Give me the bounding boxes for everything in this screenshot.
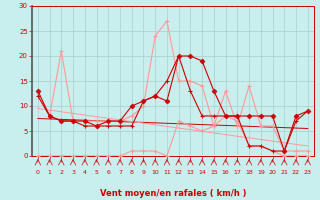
X-axis label: Vent moyen/en rafales ( km/h ): Vent moyen/en rafales ( km/h ) xyxy=(100,189,246,198)
